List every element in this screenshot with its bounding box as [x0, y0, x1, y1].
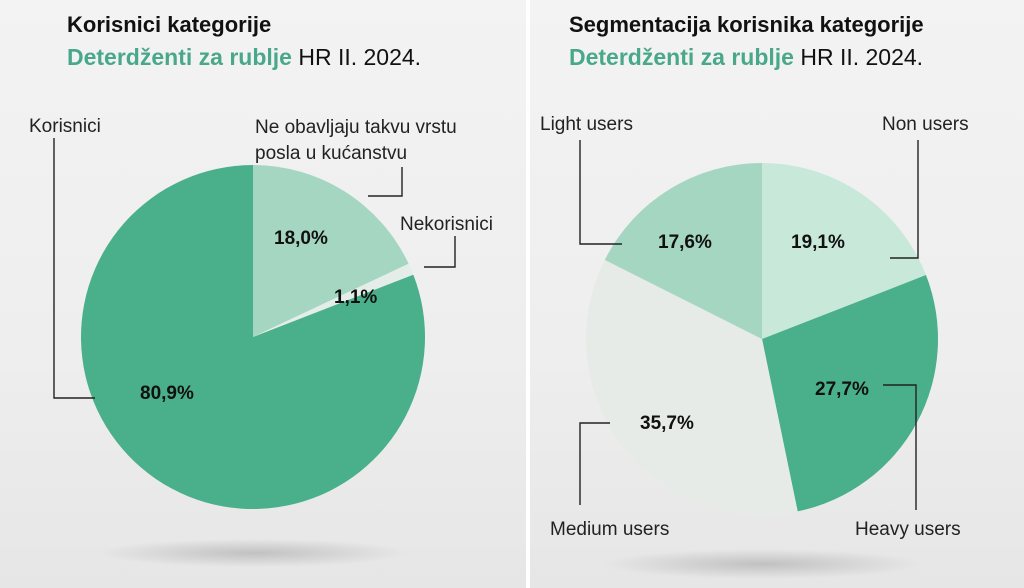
right-chart-title: Segmentacija korisnika kategorije: [569, 12, 924, 37]
left-subtitle-category: Deterdženti za rublje: [67, 44, 292, 70]
value-label-light-users: 17,6%: [658, 232, 712, 253]
value-label-medium-users: 35,7%: [640, 413, 694, 434]
label-medium-users: Medium users: [550, 519, 669, 540]
label-non-users: Non users: [882, 114, 969, 135]
panel-divider: [526, 0, 530, 588]
leader-non-users: [890, 140, 919, 259]
right-pie-shadow: [602, 549, 922, 579]
left-pie-slice-nekorisnici: [253, 263, 414, 337]
left-pie-shadow: [98, 539, 408, 567]
leader-ne-obavljaju: [368, 167, 403, 197]
left-chart-subtitle: Deterdženti za rublje HR II. 2024.: [67, 44, 421, 71]
label-nekorisnici: Nekorisnici: [400, 214, 493, 235]
right-chart-subtitle: Deterdženti za rublje HR II. 2024.: [569, 44, 923, 71]
leader-light-users: [579, 140, 622, 245]
label-heavy-users: Heavy users: [855, 519, 961, 540]
label-korisnici: Korisnici: [29, 116, 101, 137]
leader-korisnici: [53, 138, 95, 399]
left-pie: [81, 165, 426, 509]
right-pie-slice-medium-users: [585, 259, 798, 516]
right-subtitle-rest: HR II. 2024.: [800, 44, 924, 70]
leader-medium-users: [579, 422, 610, 505]
left-subtitle-rest: HR II. 2024.: [298, 44, 422, 70]
value-label-heavy-users: 27,7%: [815, 379, 869, 400]
right-pie-slice-heavy-users: [762, 275, 939, 512]
right-pie: [585, 163, 939, 516]
value-label-nekorisnici: 1,1%: [334, 287, 377, 308]
left-chart-title: Korisnici kategorije: [67, 12, 272, 37]
label-light-users: Light users: [540, 114, 633, 135]
left-pie-slice-ne-obavljaju-takvu-vrstu-posla-u-ku-anstvu: [253, 165, 409, 337]
value-label-ne-obavljaju: 18,0%: [274, 228, 328, 249]
value-label-non-users: 19,1%: [791, 232, 845, 253]
value-label-korisnici: 80,9%: [140, 383, 194, 404]
leader-heavy-users: [883, 384, 917, 510]
right-pie-slice-light-users: [604, 163, 762, 339]
label-ne-obavljaju-line2: posla u kućanstvu: [255, 143, 407, 164]
leader-nekorisnici: [424, 236, 456, 268]
right-subtitle-category: Deterdženti za rublje: [569, 44, 794, 70]
label-ne-obavljaju-line1: Ne obavljaju takvu vrstu: [255, 117, 457, 138]
right-pie-slice-non-users: [762, 163, 926, 339]
left-pie-slice-korisnici: [81, 165, 426, 509]
